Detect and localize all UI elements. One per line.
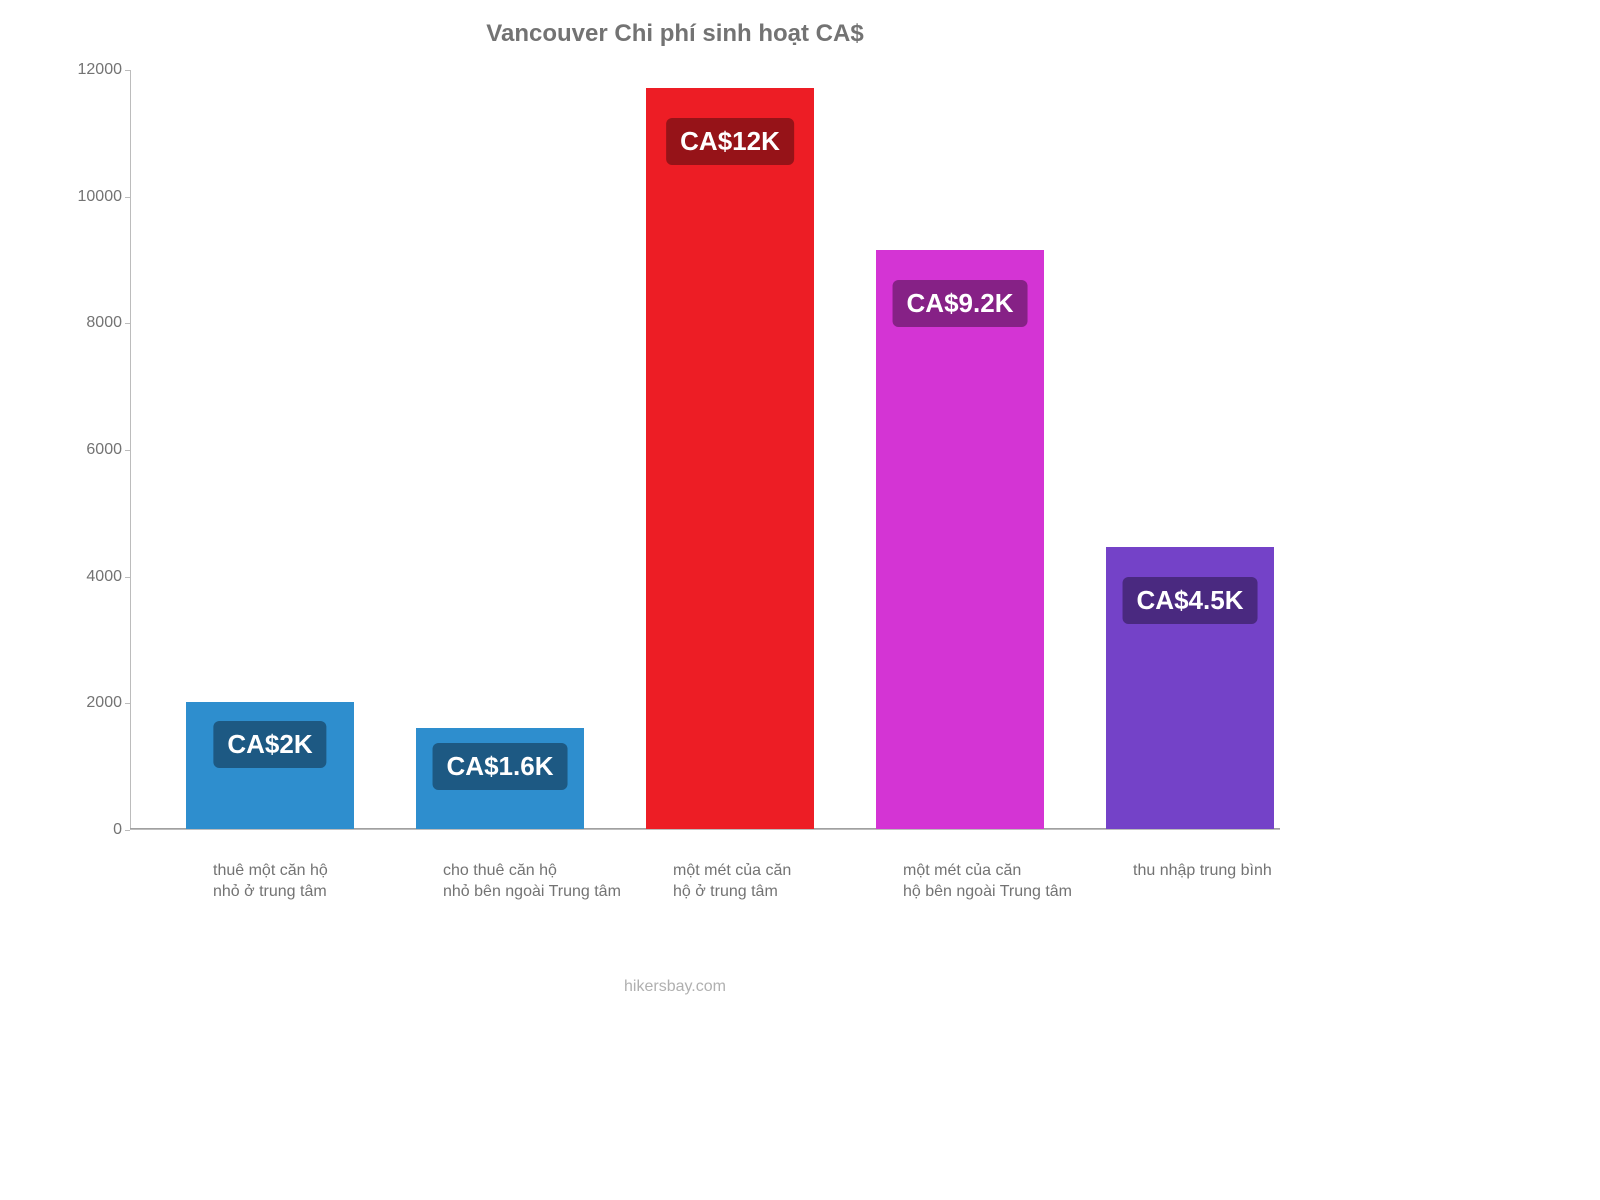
bar-label-2: CA$12K: [666, 118, 794, 165]
plot-area: CA$2K CA$1.6K CA$12K CA$9.2K CA$4.5K: [130, 70, 1280, 830]
bar-4: CA$4.5K: [1106, 547, 1274, 829]
y-tick-3: 6000: [86, 441, 122, 459]
bar-label-0: CA$2K: [213, 721, 326, 768]
chart-title: Vancouver Chi phí sinh hoạt CA$: [60, 20, 1290, 48]
x-label-1: cho thuê căn hộnhỏ bên ngoài Trung tâm: [443, 840, 621, 902]
x-label-3: một mét của cănhộ bên ngoài Trung tâm: [903, 840, 1072, 902]
y-tick-0: 0: [113, 821, 122, 839]
x-label-4: thu nhập trung bình: [1133, 840, 1272, 902]
y-tick-4: 8000: [86, 314, 122, 332]
chart-container: Vancouver Chi phí sinh hoạt CA$ 0 2000 4…: [60, 20, 1290, 970]
x-label-0: thuê một căn hộnhỏ ở trung tâm: [213, 840, 328, 902]
bar-label-1: CA$1.6K: [433, 743, 568, 790]
y-tick-5: 10000: [78, 188, 123, 206]
bar-label-3: CA$9.2K: [893, 280, 1028, 327]
bar-label-4: CA$4.5K: [1123, 577, 1258, 624]
bar-1: CA$1.6K: [416, 728, 584, 829]
y-tick-1: 2000: [86, 694, 122, 712]
x-label-2: một mét của cănhộ ở trung tâm: [673, 840, 791, 902]
bar-0: CA$2K: [186, 702, 354, 829]
bar-2: CA$12K: [646, 88, 814, 829]
bar-3: CA$9.2K: [876, 250, 1044, 830]
y-tick-2: 4000: [86, 568, 122, 586]
footer-attribution: hikersbay.com: [60, 978, 1290, 996]
y-axis: 0 2000 4000 6000 8000 10000 12000: [60, 70, 130, 830]
y-tick-6: 12000: [78, 61, 123, 79]
